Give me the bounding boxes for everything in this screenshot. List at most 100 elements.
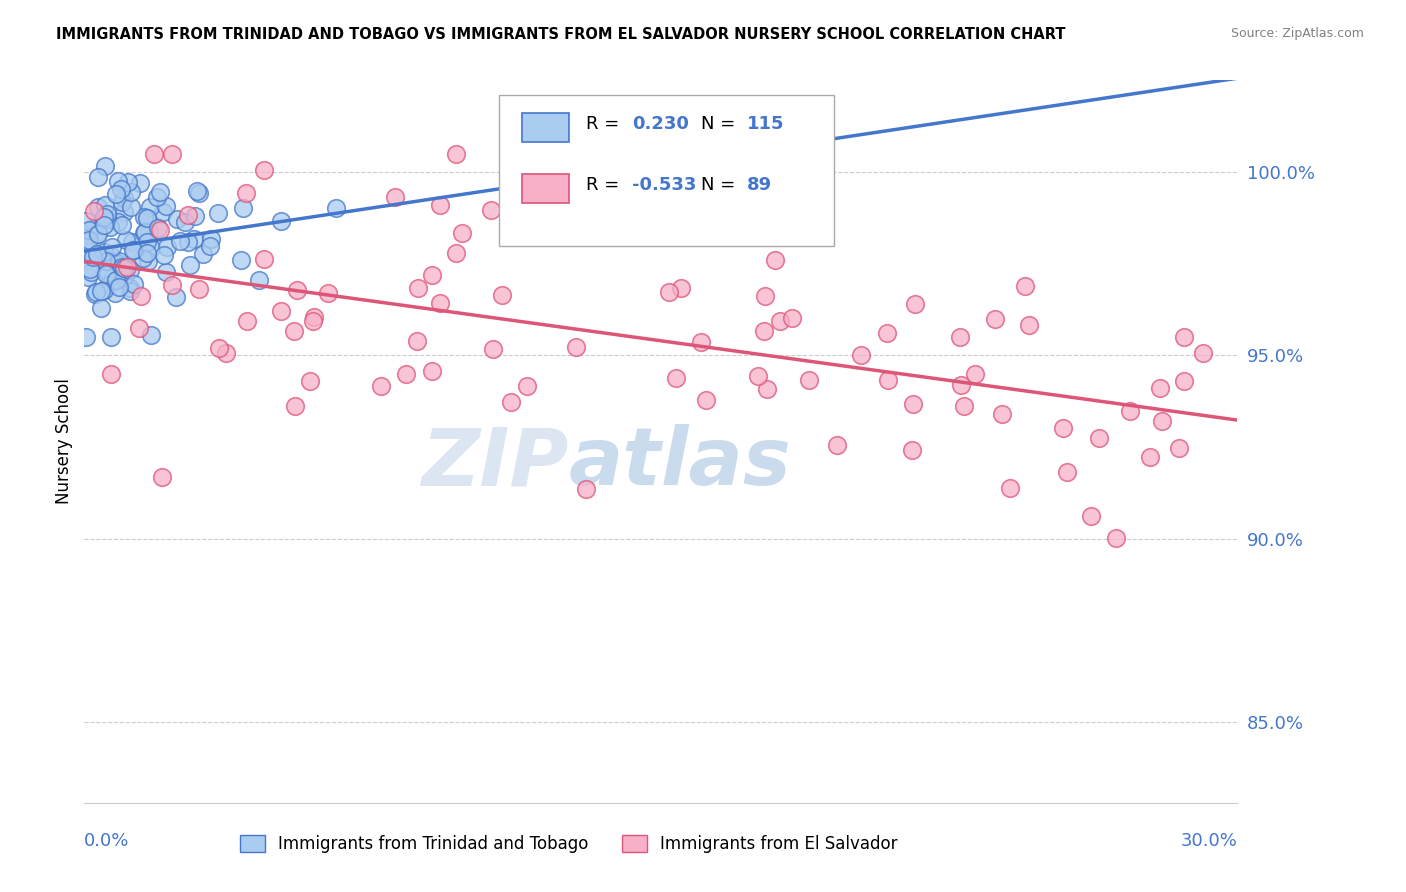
Point [96,207,118,221]
Point [101,240,124,254]
Point [129,289,152,303]
Point [136,246,159,260]
Point [637,225,659,239]
Point [153,248,176,262]
Point [479,203,502,218]
Point [876,326,898,341]
Point [110,182,132,196]
Point [1192,345,1215,359]
Point [270,303,292,318]
Point [75,235,97,249]
Point [301,314,323,328]
Point [98,220,121,235]
Point [200,238,222,252]
Point [93,283,115,297]
Point [983,312,1005,326]
Point [108,280,131,294]
Point [302,310,325,324]
Point [325,201,347,215]
Point [179,258,201,272]
Point [135,211,157,226]
Point [98,277,121,292]
Point [1119,403,1142,417]
Point [235,186,257,200]
Point [138,225,160,239]
Point [96,267,118,281]
Point [114,233,136,247]
Point [94,159,117,173]
Text: Source: ZipAtlas.com: Source: ZipAtlas.com [1230,27,1364,40]
Point [145,190,167,204]
Point [183,232,205,246]
Point [111,195,134,210]
Point [695,393,717,408]
FancyBboxPatch shape [523,174,568,203]
Point [429,296,451,310]
Point [247,273,270,287]
Point [77,229,100,244]
Point [104,285,127,300]
Point [103,270,125,285]
Point [904,296,927,310]
Point [1149,381,1171,395]
Point [150,470,173,484]
Point [93,210,115,224]
Point [444,246,467,260]
Point [174,214,197,228]
Point [162,146,184,161]
Point [120,200,142,214]
Point [1056,466,1078,480]
Text: 0.230: 0.230 [633,115,689,133]
Point [152,205,174,219]
Point [136,235,159,249]
Text: R =: R = [586,176,624,194]
Point [112,260,135,275]
Point [136,211,159,225]
Point [122,277,145,291]
Point [100,330,122,344]
Point [949,330,972,344]
Point [108,254,131,268]
Point [1052,421,1074,435]
Point [270,214,292,228]
Point [90,301,112,315]
Point [75,214,97,228]
Point [169,234,191,248]
Point [574,482,596,496]
Text: N =: N = [702,176,741,194]
Point [129,176,152,190]
Point [82,250,104,264]
Point [756,382,779,396]
Point [132,251,155,265]
Point [93,218,115,232]
Point [97,266,120,280]
Point [86,227,108,241]
Point [1152,413,1174,427]
Point [444,146,467,161]
Point [953,399,976,413]
Point [105,256,128,270]
Text: 89: 89 [748,176,772,194]
Point [877,373,900,387]
Point [114,268,136,283]
Point [253,252,276,267]
Point [122,244,145,258]
Point [76,269,98,284]
Point [501,394,523,409]
FancyBboxPatch shape [523,112,568,142]
Point [177,208,200,222]
Point [184,209,207,223]
Point [80,222,103,236]
Point [91,250,114,264]
Point [990,407,1012,421]
Point [754,289,776,303]
Point [253,162,276,177]
Point [370,378,392,392]
Point [77,223,100,237]
Point [420,364,443,378]
Point [186,184,208,198]
Point [658,285,681,299]
Text: 0.0%: 0.0% [84,831,129,850]
Point [229,252,252,267]
Text: 115: 115 [748,115,785,133]
